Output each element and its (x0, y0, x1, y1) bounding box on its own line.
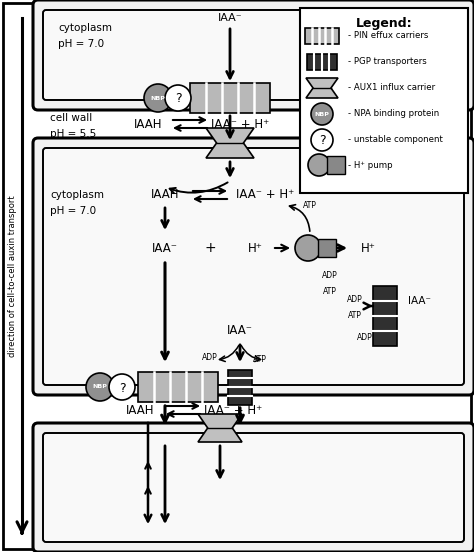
Bar (138, 372, 218, 402)
Bar (305, 28, 339, 44)
Text: - AUX1 influx carrier: - AUX1 influx carrier (348, 83, 435, 93)
Polygon shape (206, 128, 254, 158)
FancyBboxPatch shape (33, 0, 474, 110)
Text: - NPA binding protein: - NPA binding protein (348, 109, 439, 119)
Text: ADP: ADP (357, 333, 373, 342)
Circle shape (109, 374, 135, 400)
Text: H⁺: H⁺ (361, 242, 375, 254)
Text: - H⁺ pump: - H⁺ pump (348, 161, 392, 169)
Text: H⁺: H⁺ (247, 242, 263, 254)
Text: IAAH: IAAH (126, 404, 154, 417)
Text: ADP: ADP (322, 270, 338, 279)
Text: ?: ? (319, 135, 325, 147)
Bar (228, 369, 252, 405)
Bar (190, 83, 270, 113)
Text: ATP: ATP (253, 355, 267, 364)
Polygon shape (306, 78, 338, 98)
Text: pH = 7.0: pH = 7.0 (58, 39, 104, 49)
Text: ADP: ADP (202, 353, 218, 362)
Circle shape (165, 85, 191, 111)
Text: direction of cell-to-cell auxin transport: direction of cell-to-cell auxin transpor… (9, 195, 18, 357)
Circle shape (295, 235, 321, 261)
Text: +: + (204, 241, 216, 255)
Text: NBP: NBP (151, 95, 165, 100)
Text: NBP: NBP (92, 385, 108, 390)
FancyBboxPatch shape (43, 10, 464, 100)
Text: ATP: ATP (303, 200, 317, 210)
Text: - unstable component: - unstable component (348, 135, 443, 145)
Text: Legend:: Legend: (356, 18, 412, 30)
Text: IAA⁻: IAA⁻ (152, 242, 178, 254)
FancyBboxPatch shape (33, 423, 474, 552)
Text: pH = 7.0: pH = 7.0 (50, 206, 96, 216)
Circle shape (311, 129, 333, 151)
Text: ?: ? (118, 381, 125, 395)
Circle shape (311, 103, 333, 125)
Circle shape (144, 84, 172, 112)
Text: - PIN effux carriers: - PIN effux carriers (348, 31, 428, 40)
Bar (307, 54, 337, 70)
Text: pH = 5.5: pH = 5.5 (50, 129, 96, 139)
FancyBboxPatch shape (43, 148, 464, 385)
FancyBboxPatch shape (43, 433, 464, 542)
Text: - PGP transporters: - PGP transporters (348, 57, 427, 66)
Text: IAA⁻: IAA⁻ (227, 323, 253, 337)
Text: IAA⁻: IAA⁻ (218, 13, 242, 23)
Text: IAA⁻ + H⁺: IAA⁻ + H⁺ (211, 118, 269, 130)
Text: cytoplasm: cytoplasm (58, 23, 112, 33)
Text: IAA⁻ + H⁺: IAA⁻ + H⁺ (204, 404, 262, 417)
Text: IAA⁻: IAA⁻ (409, 296, 431, 306)
Bar (318, 239, 336, 257)
Text: IAA⁻ + H⁺: IAA⁻ + H⁺ (236, 188, 294, 201)
Circle shape (308, 154, 330, 176)
Text: ATP: ATP (323, 288, 337, 296)
Text: IAAH: IAAH (134, 118, 162, 130)
Polygon shape (198, 414, 242, 442)
FancyBboxPatch shape (33, 138, 474, 395)
Text: ADP: ADP (347, 295, 363, 305)
Bar (300, 8, 468, 193)
Text: cell wall: cell wall (50, 113, 92, 123)
Text: NBP: NBP (315, 112, 329, 116)
Text: IAAH: IAAH (151, 188, 179, 201)
Text: ATP: ATP (348, 311, 362, 321)
Text: cytoplasm: cytoplasm (50, 190, 104, 200)
Bar (327, 156, 345, 174)
Circle shape (86, 373, 114, 401)
Text: ?: ? (175, 93, 182, 105)
Bar (373, 286, 397, 346)
